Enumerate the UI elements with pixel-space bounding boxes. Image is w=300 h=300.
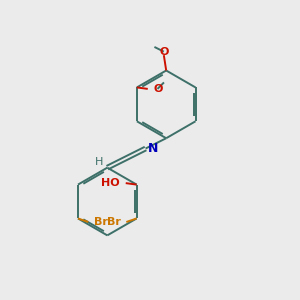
Text: Br: Br xyxy=(94,217,108,227)
Text: Br: Br xyxy=(106,217,120,227)
Text: H: H xyxy=(95,158,103,167)
Text: N: N xyxy=(148,142,158,155)
Text: O: O xyxy=(159,47,169,57)
Text: O: O xyxy=(154,84,163,94)
Text: HO: HO xyxy=(101,178,120,188)
